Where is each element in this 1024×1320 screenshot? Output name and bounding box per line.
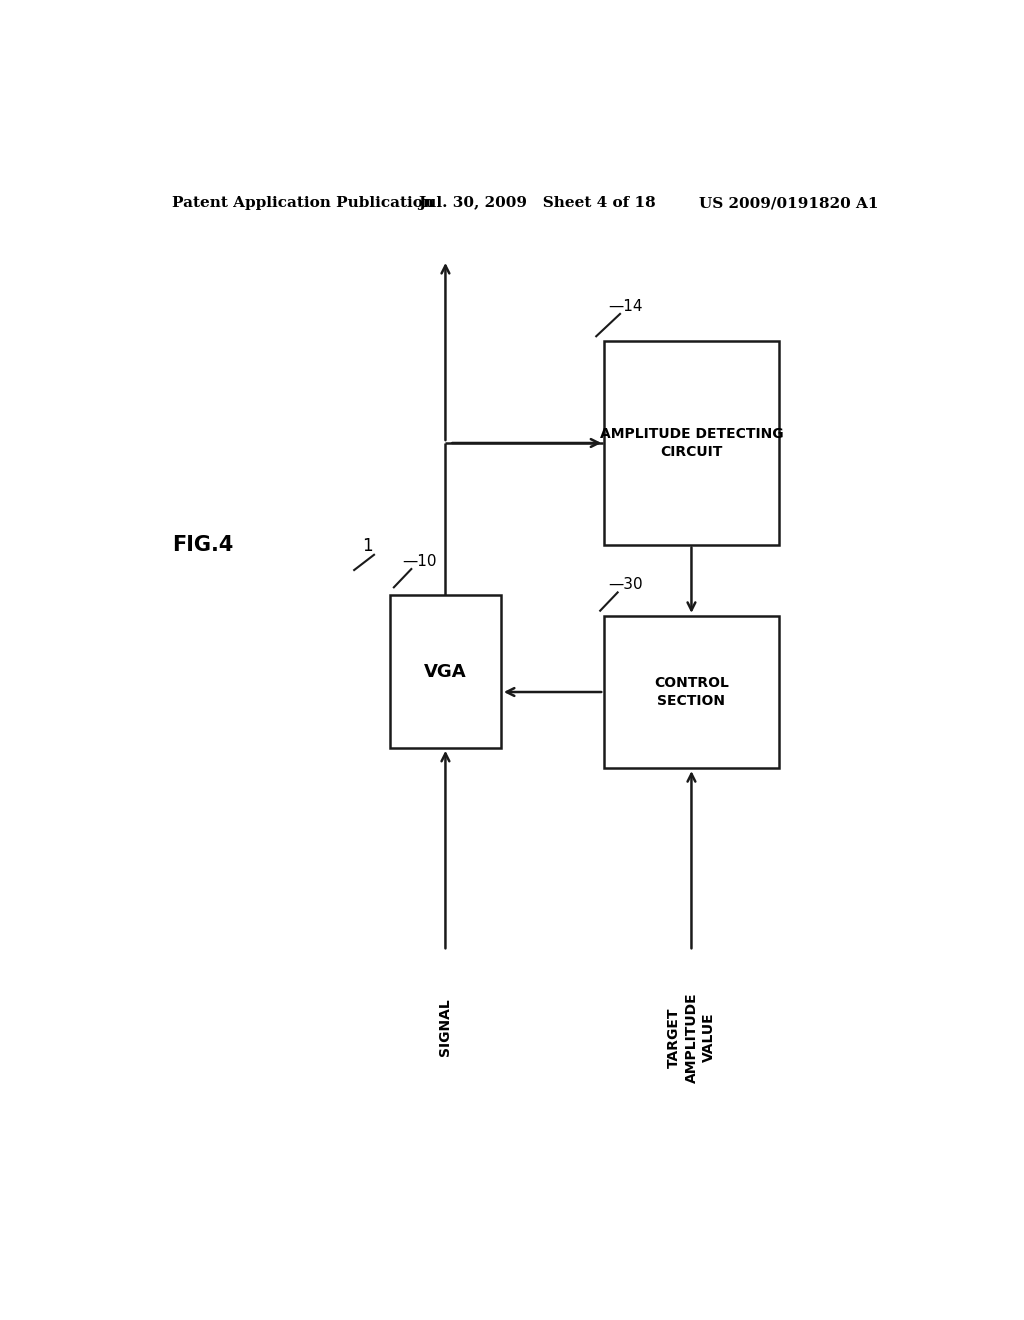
Bar [390,595,501,748]
Text: 1: 1 [362,537,373,554]
Text: AMPLITUDE DETECTING
CIRCUIT: AMPLITUDE DETECTING CIRCUIT [600,426,783,459]
Bar [604,342,778,545]
Text: —30: —30 [608,577,643,593]
Text: SIGNAL: SIGNAL [438,998,453,1056]
Text: VGA: VGA [424,663,467,681]
Text: FIG.4: FIG.4 [172,535,233,554]
Text: Jul. 30, 2009   Sheet 4 of 18: Jul. 30, 2009 Sheet 4 of 18 [418,195,655,210]
Text: TARGET
AMPLITUDE
VALUE: TARGET AMPLITUDE VALUE [668,993,716,1082]
Text: CONTROL
SECTION: CONTROL SECTION [654,676,729,709]
Text: —10: —10 [401,554,436,569]
Text: —14: —14 [608,298,643,314]
Text: US 2009/0191820 A1: US 2009/0191820 A1 [699,195,879,210]
Text: Patent Application Publication: Patent Application Publication [172,195,433,210]
Bar [604,615,778,768]
